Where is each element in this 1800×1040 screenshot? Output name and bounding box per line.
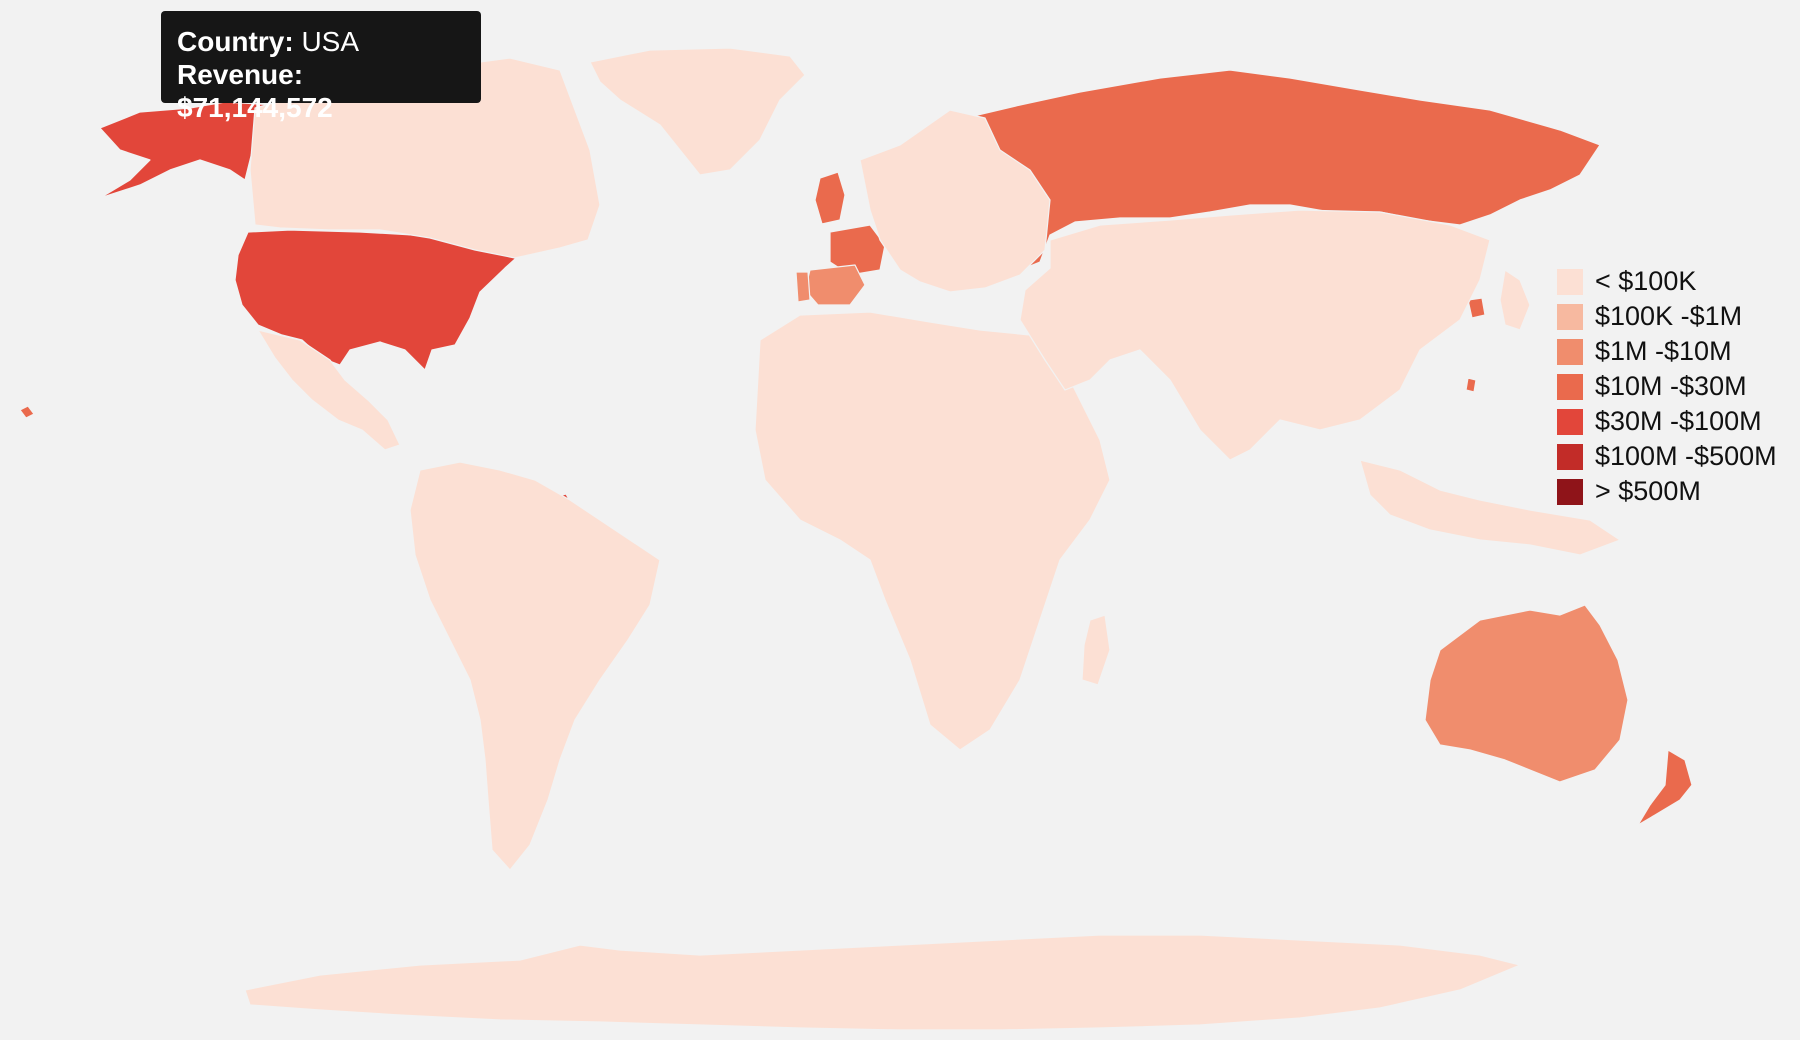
legend-label: $10M -$30M [1595, 371, 1747, 401]
legend-swatch [1557, 408, 1583, 435]
legend-swatch [1557, 373, 1583, 400]
legend-label: $100M -$500M [1595, 441, 1777, 471]
country-madagascar[interactable] [1081, 614, 1111, 686]
tooltip-revenue-row: Revenue: $71,144,572 [177, 58, 465, 124]
legend-swatch [1557, 478, 1583, 505]
country-mexico[interactable] [257, 329, 401, 451]
country-south-korea[interactable] [1467, 297, 1486, 319]
legend-swatch [1557, 268, 1583, 295]
tooltip-country-label: Country: [177, 26, 294, 57]
country-greenland[interactable] [589, 47, 806, 176]
country-asia[interactable] [1019, 209, 1491, 461]
country-southeast-asia[interactable] [1359, 459, 1621, 556]
legend-item: < $100K [1557, 264, 1777, 299]
country-portugal[interactable] [795, 271, 811, 303]
legend-swatch [1557, 443, 1583, 470]
legend-item: $30M -$100M [1557, 404, 1777, 439]
country-africa[interactable] [754, 311, 1111, 751]
country-france[interactable] [829, 224, 886, 276]
country-japan[interactable] [1499, 269, 1531, 331]
revenue-legend: < $100K $100K -$1M $1M -$10M $10M -$30M … [1557, 264, 1777, 509]
legend-item: $100M -$500M [1557, 439, 1777, 474]
legend-label: $1M -$10M [1595, 336, 1732, 366]
legend-swatch [1557, 338, 1583, 365]
country-australia[interactable] [1424, 604, 1629, 783]
legend-label: $30M -$100M [1595, 406, 1762, 436]
country-uk[interactable] [814, 171, 846, 225]
legend-item: $100K -$1M [1557, 299, 1777, 334]
country-spain[interactable] [804, 264, 866, 306]
country-south-america[interactable] [409, 461, 661, 871]
country-antarctica[interactable] [244, 934, 1521, 1031]
tooltip-country-value: USA [301, 26, 360, 57]
legend-item: > $500M [1557, 474, 1777, 509]
country-taiwan[interactable] [1465, 377, 1477, 393]
country-europe[interactable] [859, 109, 1051, 293]
legend-label: $100K -$1M [1595, 301, 1743, 331]
legend-item: $1M -$10M [1557, 334, 1777, 369]
map-tooltip: Country: USA Revenue: $71,144,572 [161, 11, 481, 123]
tooltip-country-row: Country: USA [177, 25, 465, 58]
country-alaska[interactable] [99, 101, 276, 199]
legend-item: $10M -$30M [1557, 369, 1777, 404]
tooltip-revenue-value: $71,144,572 [177, 92, 333, 123]
country-hawaii[interactable] [19, 405, 35, 419]
legend-label: > $500M [1595, 476, 1701, 506]
country-new-zealand[interactable] [1637, 749, 1693, 826]
tooltip-revenue-label: Revenue: [177, 59, 304, 90]
legend-label: < $100K [1595, 266, 1697, 296]
legend-swatch [1557, 303, 1583, 330]
